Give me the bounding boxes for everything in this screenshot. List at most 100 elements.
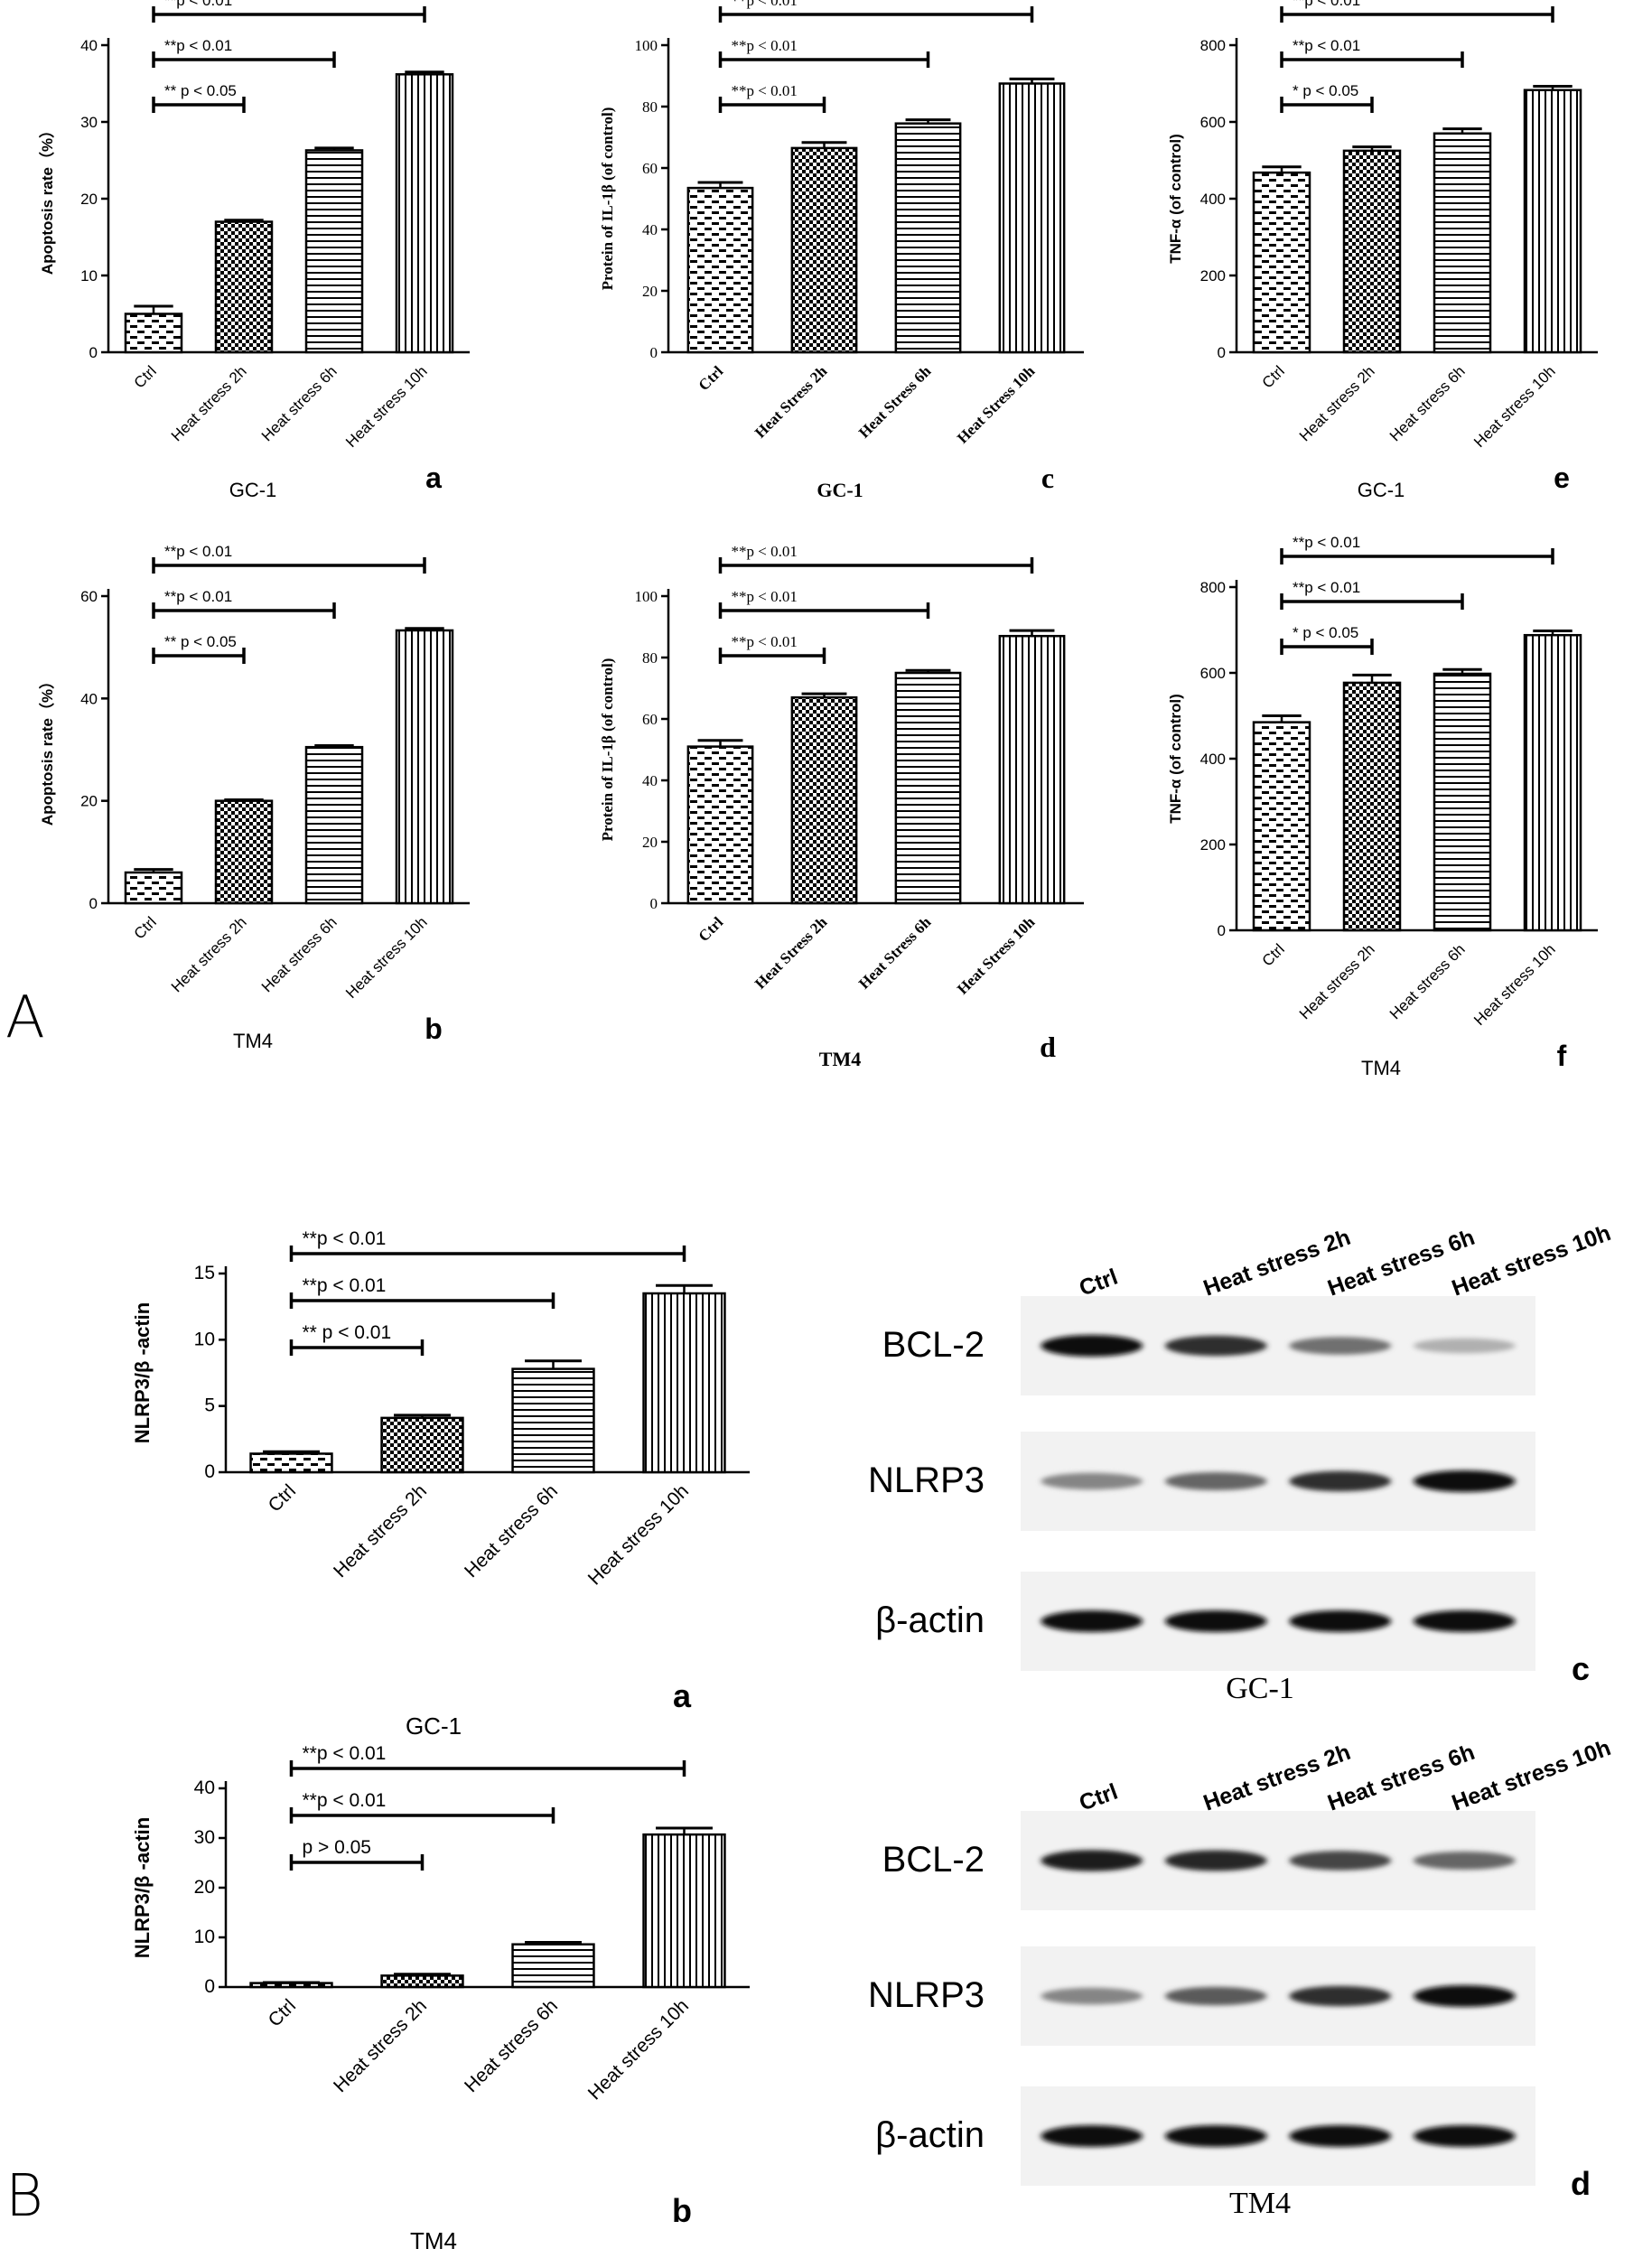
chart-panel-Ae: 0 200 400 600 800 TNF-α (of control) Ctrl Heat … <box>1167 0 1598 501</box>
x-tick-label: Heat stress 6h <box>1386 940 1469 1022</box>
bar <box>214 799 274 905</box>
lane-header: Ctrl <box>1076 1264 1121 1302</box>
protein-band <box>1041 2125 1143 2147</box>
significance-label: **p < 0.01 <box>732 543 798 560</box>
y-axis-label: Protein of IL-1β (of control) <box>599 658 616 842</box>
panel-letter: d <box>1040 1031 1056 1063</box>
band-row-label: NLRP3 <box>868 1975 985 2015</box>
bar <box>124 871 183 905</box>
band-row-label: β-actin <box>875 1600 985 1640</box>
y-tick-label: 40 <box>80 690 98 707</box>
bar <box>380 1416 464 1474</box>
bar <box>790 695 858 905</box>
bar <box>304 745 364 905</box>
bar <box>1342 149 1402 354</box>
protein-band <box>1413 1470 1516 1492</box>
band-row-label: NLRP3 <box>868 1460 985 1500</box>
x-tick-label: Ctrl <box>265 1995 300 2030</box>
protein-band <box>1413 1852 1516 1870</box>
group-label: TM4 <box>410 2227 457 2254</box>
x-tick-label: Heat Stress 2h <box>751 362 831 442</box>
x-tick-label: Heat stress 6h <box>1386 362 1469 444</box>
x-tick-label: Heat stress 10h <box>342 362 431 451</box>
bar <box>214 220 274 354</box>
bar <box>998 82 1066 354</box>
chart-panel-Ad: 0 20 40 60 80 100 Protein of IL-1β (of control… <box>599 543 1084 1070</box>
panel-letter: d <box>1571 2165 1591 2202</box>
protein-band <box>1289 1985 1392 2007</box>
panel-letter: b <box>672 2192 692 2229</box>
protein-band <box>1041 1850 1143 1871</box>
y-tick-label: 600 <box>1200 665 1226 682</box>
bar <box>395 73 454 354</box>
y-tick-label: 10 <box>194 1329 215 1349</box>
group-label: TM4 <box>1361 1057 1401 1079</box>
bar <box>304 149 364 354</box>
group-label: GC-1 <box>229 479 277 501</box>
x-tick-label: Heat stress 2h <box>330 1995 431 2096</box>
significance-label: **p < 0.01 <box>164 543 232 560</box>
y-axis-label: NLRP3/β -actin <box>131 1302 154 1443</box>
x-tick-label: Heat stress 2h <box>1296 362 1378 444</box>
bar <box>1252 721 1311 932</box>
protein-band <box>1289 1470 1392 1492</box>
bar <box>642 1292 726 1474</box>
y-tick-label: 600 <box>1200 114 1226 131</box>
x-tick-label: Heat stress 6h <box>461 1995 562 2096</box>
protein-band <box>1289 2125 1392 2147</box>
bar <box>511 1943 595 1989</box>
bar <box>642 1833 726 1989</box>
chart-panel-Ac: 0 20 40 60 80 100 Protein of IL-1β (of control… <box>599 0 1084 501</box>
y-axis-label: NLRP3/β -actin <box>131 1817 154 1958</box>
y-tick-label: 20 <box>642 283 658 300</box>
significance-label: **p < 0.01 <box>164 0 232 9</box>
significance-label: * p < 0.05 <box>1293 82 1358 99</box>
y-tick-label: 30 <box>80 114 98 131</box>
x-tick-label: Heat stress 6h <box>461 1480 562 1582</box>
lane-header: Ctrl <box>1076 1779 1121 1816</box>
protein-band <box>1289 1851 1392 1871</box>
bar <box>998 634 1066 905</box>
x-tick-label: Ctrl <box>265 1480 300 1516</box>
y-tick-label: 80 <box>642 649 658 667</box>
band-row-label: β-actin <box>875 2115 985 2155</box>
panel-letter: a <box>673 1677 692 1714</box>
protein-band <box>1041 1335 1143 1357</box>
bar <box>1252 171 1311 354</box>
bar <box>395 629 454 905</box>
y-tick-label: 400 <box>1200 751 1226 768</box>
significance-label: **p < 0.01 <box>303 1275 387 1296</box>
protein-band <box>1164 1850 1267 1871</box>
significance-label: **p < 0.01 <box>732 0 798 9</box>
bar <box>894 122 962 354</box>
group-label: GC-1 <box>817 479 863 501</box>
protein-band <box>1164 1610 1267 1632</box>
protein-band <box>1041 1987 1143 2005</box>
protein-band <box>1289 1610 1392 1632</box>
x-tick-label: Ctrl <box>1259 940 1288 969</box>
chart-panel-Af: 0 200 400 600 800 TNF-α (of control) Ctrl Heat … <box>1167 534 1598 1079</box>
panel-letter: a <box>425 462 442 494</box>
group-label: GC-1 <box>406 1712 462 1740</box>
bar <box>124 313 183 354</box>
section-label-a: A <box>5 984 45 1051</box>
significance-label: **p < 0.01 <box>303 1743 387 1764</box>
x-tick-label: Heat Stress 6h <box>855 362 935 442</box>
y-tick-label: 60 <box>642 160 658 177</box>
y-tick-label: 40 <box>80 37 98 54</box>
significance-label: **p < 0.01 <box>164 37 232 54</box>
x-tick-label: Ctrl <box>131 362 160 391</box>
x-tick-label: Heat stress 2h <box>330 1480 431 1582</box>
y-tick-label: 40 <box>642 772 658 789</box>
x-tick-label: Heat Stress 2h <box>751 913 831 993</box>
panel-letter: f <box>1557 1040 1567 1072</box>
significance-label: **p < 0.01 <box>732 82 798 99</box>
significance-label: p > 0.05 <box>303 1837 371 1858</box>
x-tick-label: Heat stress 2h <box>1296 940 1378 1022</box>
x-tick-label: Heat Stress 6h <box>855 913 935 993</box>
significance-label: **p < 0.01 <box>1293 534 1360 551</box>
bar <box>1523 633 1582 932</box>
protein-band <box>1413 1985 1516 2007</box>
chart-panel-Bb: 0 10 20 30 40 NLRP3/β -actin Ctrl Heat stress 2… <box>131 1743 750 2254</box>
significance-label: * p < 0.05 <box>1293 624 1358 641</box>
